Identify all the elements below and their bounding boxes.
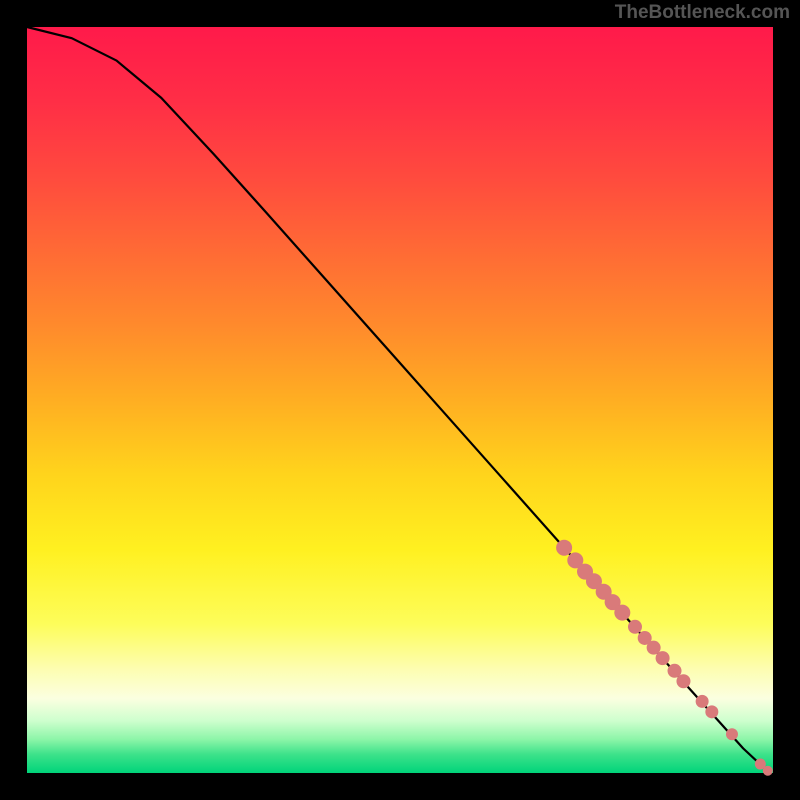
data-marker bbox=[628, 620, 642, 634]
data-marker bbox=[676, 674, 690, 688]
watermark-text: TheBottleneck.com bbox=[615, 2, 790, 24]
gradient-chart bbox=[0, 0, 800, 800]
data-marker bbox=[726, 728, 738, 740]
data-marker bbox=[705, 705, 718, 718]
data-marker bbox=[614, 605, 630, 621]
data-marker bbox=[656, 651, 670, 665]
data-marker bbox=[696, 695, 709, 708]
chart-wrapper: TheBottleneck.com bbox=[0, 0, 800, 800]
data-marker bbox=[763, 766, 773, 776]
data-marker bbox=[556, 540, 572, 556]
